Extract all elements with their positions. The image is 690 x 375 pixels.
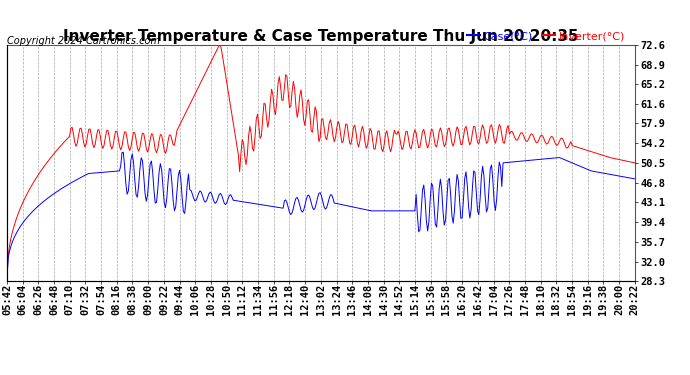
Title: Inverter Temperature & Case Temperature Thu Jun 20 20:35: Inverter Temperature & Case Temperature … bbox=[63, 29, 579, 44]
Text: Copyright 2024 Cartronics.com: Copyright 2024 Cartronics.com bbox=[7, 36, 160, 45]
Legend: Case(°C), Inverter(°C): Case(°C), Inverter(°C) bbox=[462, 27, 629, 46]
